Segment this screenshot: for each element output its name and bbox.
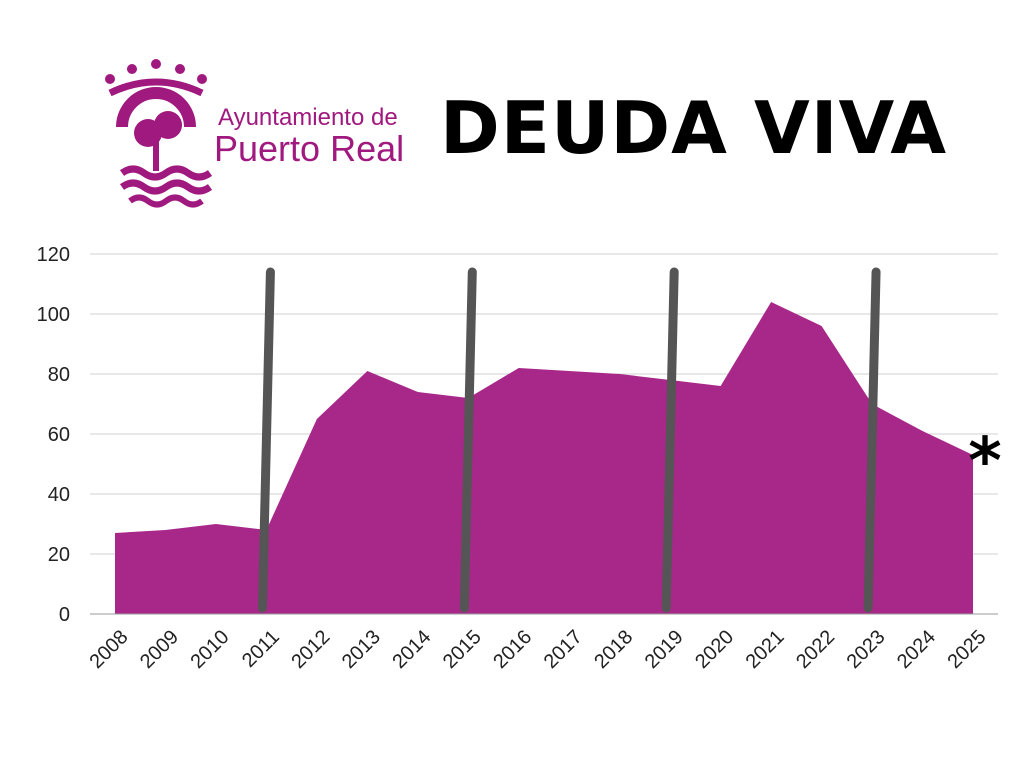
x-tick-label: 2014 [388, 626, 435, 673]
x-tick-label: 2011 [238, 626, 284, 672]
x-tick-label: 2019 [641, 626, 688, 673]
y-tick-label: 60 [48, 424, 70, 446]
x-tick-label: 2022 [792, 626, 839, 673]
x-tick-label: 2021 [742, 626, 789, 673]
x-tick-label: 2023 [843, 626, 890, 673]
x-tick-label: 2010 [186, 626, 233, 673]
page-title: DEUDA VIVA [440, 86, 948, 170]
period-divider-line [863, 267, 881, 613]
x-tick-label: 2020 [691, 626, 738, 673]
y-tick-label: 80 [48, 364, 70, 386]
x-tick-label: 2016 [489, 626, 536, 673]
period-divider-line [257, 267, 275, 613]
y-tick-label: 40 [48, 484, 70, 506]
y-tick-label: 20 [48, 544, 70, 566]
x-tick-label: 2025 [944, 626, 991, 673]
x-tick-label: 2024 [893, 626, 940, 673]
x-tick-label: 2009 [136, 626, 183, 673]
org-name-line1: Ayuntamiento de [218, 104, 398, 131]
crown-emblem-icon [105, 59, 213, 208]
ayuntamiento-logo: Ayuntamiento de Puerto Real [105, 59, 404, 208]
x-tick-label: 2013 [338, 626, 385, 673]
x-tick-label: 2012 [287, 626, 334, 673]
y-tick-label: 120 [37, 244, 70, 266]
y-tick-label: 100 [37, 304, 70, 326]
period-divider-line [661, 267, 679, 613]
x-tick-label: 2017 [540, 626, 587, 673]
debt-area-series [115, 302, 973, 614]
y-tick-label: 0 [59, 604, 70, 626]
x-tick-label: 2015 [439, 626, 486, 673]
annotation-asterisk: * [968, 425, 1001, 499]
x-tick-label: 2008 [86, 626, 133, 673]
org-name-line2: Puerto Real [214, 128, 404, 169]
period-divider-line [459, 267, 477, 613]
x-tick-label: 2018 [590, 626, 637, 673]
